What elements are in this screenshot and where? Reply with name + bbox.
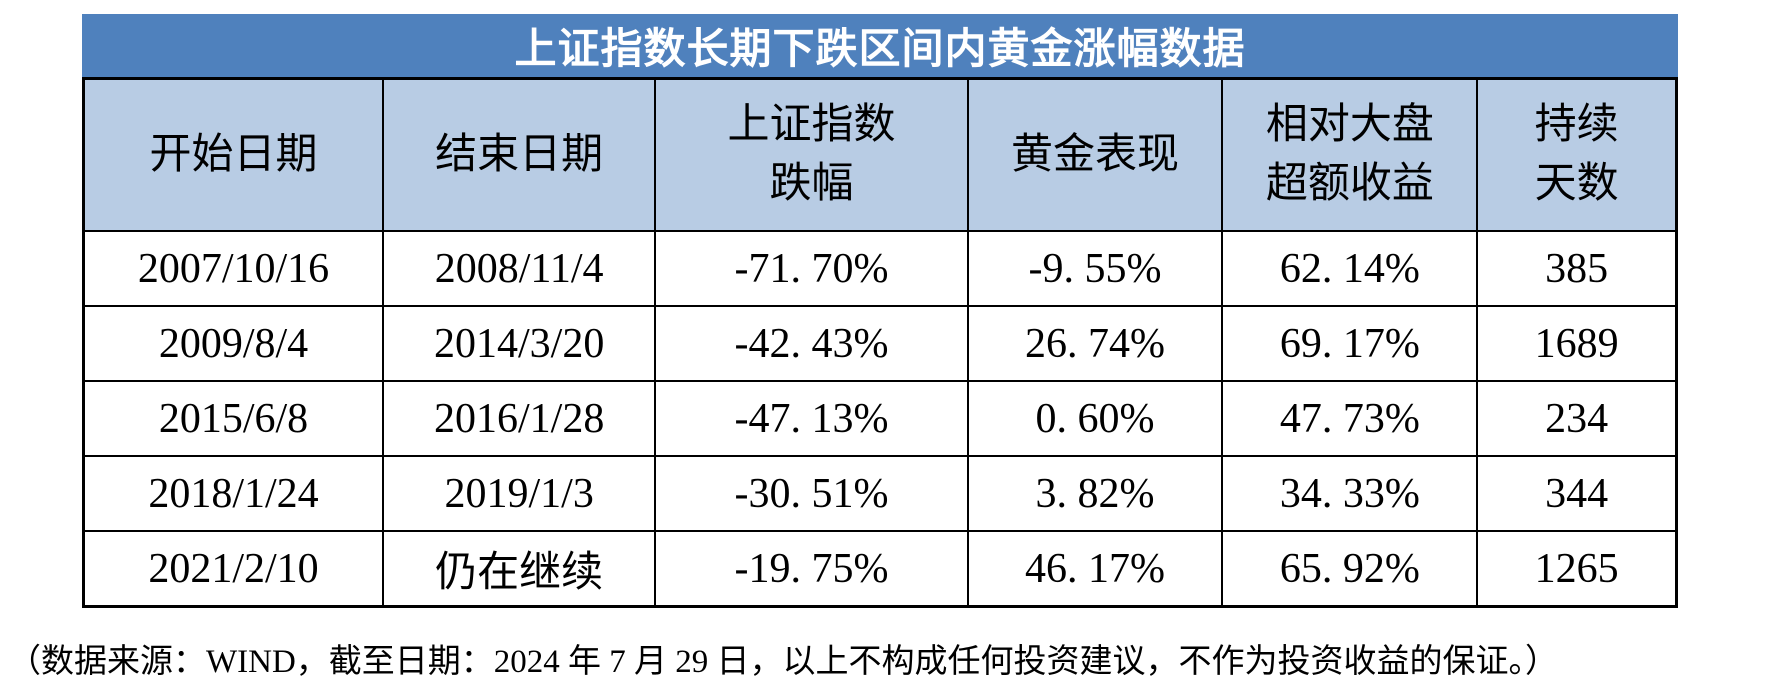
cell-gold-performance: -9. 55%: [966, 230, 1224, 307]
cell-end-date: 2014/3/20: [381, 305, 657, 382]
cell-sse-decline: -42. 43%: [654, 305, 969, 382]
table-row: 2009/8/4 2014/3/20 -42. 43% 26. 74% 69. …: [82, 305, 1678, 382]
table-row: 2021/2/10 仍在继续 -19. 75% 46. 17% 65. 92% …: [82, 530, 1678, 608]
cell-sse-decline: -71. 70%: [654, 230, 969, 307]
cell-excess-return: 65. 92%: [1221, 530, 1479, 608]
cell-excess-return: 69. 17%: [1221, 305, 1479, 382]
cell-sse-decline: -19. 75%: [654, 530, 969, 608]
source-footnote: （数据来源：WIND，截至日期：2024 年 7 月 29 日，以上不构成任何投…: [8, 644, 1559, 680]
header-row: 开始日期 结束日期 上证指数 跌幅 黄金表现 相对大盘 超额收益 持续 天数: [82, 77, 1678, 232]
cell-gold-performance: 3. 82%: [966, 455, 1224, 532]
cell-excess-return: 34. 33%: [1221, 455, 1479, 532]
cell-excess-return: 62. 14%: [1221, 230, 1479, 307]
cell-start-date: 2015/6/8: [82, 380, 384, 457]
cell-start-date: 2021/2/10: [82, 530, 384, 608]
cell-sse-decline: -30. 51%: [654, 455, 969, 532]
cell-duration-days: 234: [1476, 380, 1678, 457]
cell-sse-decline: -47. 13%: [654, 380, 969, 457]
col-header-sse-decline: 上证指数 跌幅: [654, 77, 969, 232]
table-row: 2015/6/8 2016/1/28 -47. 13% 0. 60% 47. 7…: [82, 380, 1678, 457]
table-title-bar: 上证指数长期下跌区间内黄金涨幅数据: [82, 14, 1678, 77]
cell-gold-performance: 0. 60%: [966, 380, 1224, 457]
col-header-start-date: 开始日期: [82, 77, 384, 232]
cell-end-date: 2008/11/4: [381, 230, 657, 307]
cell-end-date: 2016/1/28: [381, 380, 657, 457]
cell-start-date: 2018/1/24: [82, 455, 384, 532]
cell-excess-return: 47. 73%: [1221, 380, 1479, 457]
cell-start-date: 2009/8/4: [82, 305, 384, 382]
cell-gold-performance: 26. 74%: [966, 305, 1224, 382]
cell-duration-days: 1265: [1476, 530, 1678, 608]
cell-duration-days: 344: [1476, 455, 1678, 532]
col-header-excess-return: 相对大盘 超额收益: [1221, 77, 1479, 232]
cell-duration-days: 1689: [1476, 305, 1678, 382]
col-header-gold-performance: 黄金表现: [966, 77, 1224, 232]
cell-duration-days: 385: [1476, 230, 1678, 307]
table-title: 上证指数长期下跌区间内黄金涨幅数据: [514, 25, 1246, 72]
cell-gold-performance: 46. 17%: [966, 530, 1224, 608]
table-row: 2007/10/16 2008/11/4 -71. 70% -9. 55% 62…: [82, 230, 1678, 307]
table-row: 2018/1/24 2019/1/3 -30. 51% 3. 82% 34. 3…: [82, 455, 1678, 532]
col-header-end-date: 结束日期: [381, 77, 657, 232]
cell-end-date: 2019/1/3: [381, 455, 657, 532]
cell-start-date: 2007/10/16: [82, 230, 384, 307]
col-header-duration-days: 持续 天数: [1476, 77, 1678, 232]
cell-end-date: 仍在继续: [381, 530, 657, 608]
gold-performance-table-block: 上证指数长期下跌区间内黄金涨幅数据 开始日期 结束日期 上证指数 跌幅 黄金表现…: [82, 14, 1678, 608]
data-table: 开始日期 结束日期 上证指数 跌幅 黄金表现 相对大盘 超额收益 持续 天数 2…: [82, 77, 1678, 608]
